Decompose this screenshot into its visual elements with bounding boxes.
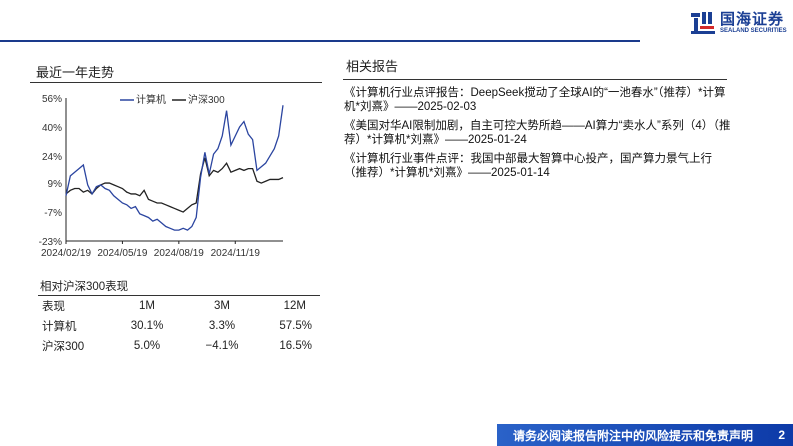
- page-number: 2: [778, 428, 785, 442]
- cell: −4.1%: [205, 340, 239, 352]
- related-rule: [343, 79, 727, 80]
- footer-bar: 请务必阅读报告附注中的风险提示和免责声明 2: [497, 424, 793, 446]
- header-cell: 表现: [42, 301, 65, 313]
- y-tick-label: -7%: [44, 208, 62, 219]
- perf-title: 相对沪深300表现: [40, 281, 129, 293]
- legend-label: 沪深300: [188, 93, 225, 106]
- row-label: 沪深300: [42, 341, 85, 353]
- sealand-logo-icon: [691, 12, 715, 34]
- perf-rule: [38, 295, 320, 296]
- table-row: 沪深300 5.0% −4.1% 16.5%: [42, 336, 312, 356]
- trend-chart: 56% 40% 24% 9% -7% -23%2024/02/19 2024/05/19 20…: [39, 93, 284, 259]
- row-label: 计算机: [42, 321, 77, 333]
- report-link[interactable]: 《计算机行业点评报告：DeepSeek搅动了全球AI的“一池春水”（推荐）*计算…: [344, 87, 726, 113]
- x-tick-label: 2024/11/19: [211, 248, 261, 259]
- y-tick-label: 9%: [48, 179, 63, 190]
- x-tick-label: 2024/08/19: [154, 248, 204, 259]
- header-rule: [0, 40, 640, 42]
- y-tick-label: -23%: [39, 237, 62, 248]
- report-link[interactable]: 《计算机行业事件点评：我国中部最大智算中心投产，国产算力景气上行（推荐）*计算机…: [344, 153, 712, 179]
- logo-text: 国海证券: [720, 10, 785, 28]
- header-cell: 12M: [283, 300, 306, 312]
- disclaimer-text: 请务必阅读报告附注中的风险提示和免责声明: [513, 428, 754, 443]
- x-tick-label: 2024/02/19: [41, 248, 91, 259]
- perf-table: 表现 1M 3M 12M 计算机 30.1% 3.3% 57.5% 沪深300 …: [42, 296, 312, 356]
- header-cell: 1M: [139, 300, 155, 312]
- cell: 57.5%: [279, 320, 312, 332]
- series-line-computer: [65, 105, 284, 231]
- trend-title: 最近一年走势: [36, 65, 115, 80]
- y-tick-label: 56%: [42, 94, 62, 105]
- cell: 16.5%: [279, 340, 312, 352]
- cell: 30.1%: [130, 320, 164, 332]
- x-tick-label: 2024/05/19: [97, 248, 147, 259]
- table-header-row: 表现 1M 3M 12M: [42, 296, 312, 316]
- cell: 5.0%: [133, 340, 161, 352]
- header-cell: 3M: [214, 300, 230, 312]
- related-list: 《计算机行业点评报告：DeepSeek搅动了全球AI的“一池春水”（推荐）*计算…: [344, 86, 734, 185]
- legend-label: 计算机: [136, 93, 166, 106]
- related-title: 相关报告: [346, 59, 399, 74]
- table-row: 计算机 30.1% 3.3% 57.5%: [42, 316, 312, 336]
- series-line-csi300: [65, 157, 284, 213]
- report-link[interactable]: 《美国对华AI限制加剧，自主可控大势所趋——AI算力“卖水人”系列（4）（推荐）…: [344, 120, 731, 146]
- trend-rule: [30, 82, 322, 83]
- y-tick-label: 24%: [42, 152, 62, 163]
- cell: 3.3%: [208, 320, 236, 332]
- logo-subtext: SEALAND SECURITIES: [720, 27, 787, 34]
- y-tick-label: 40%: [42, 123, 62, 134]
- logo: 国海证券 SEALAND SECURITIES: [690, 10, 787, 36]
